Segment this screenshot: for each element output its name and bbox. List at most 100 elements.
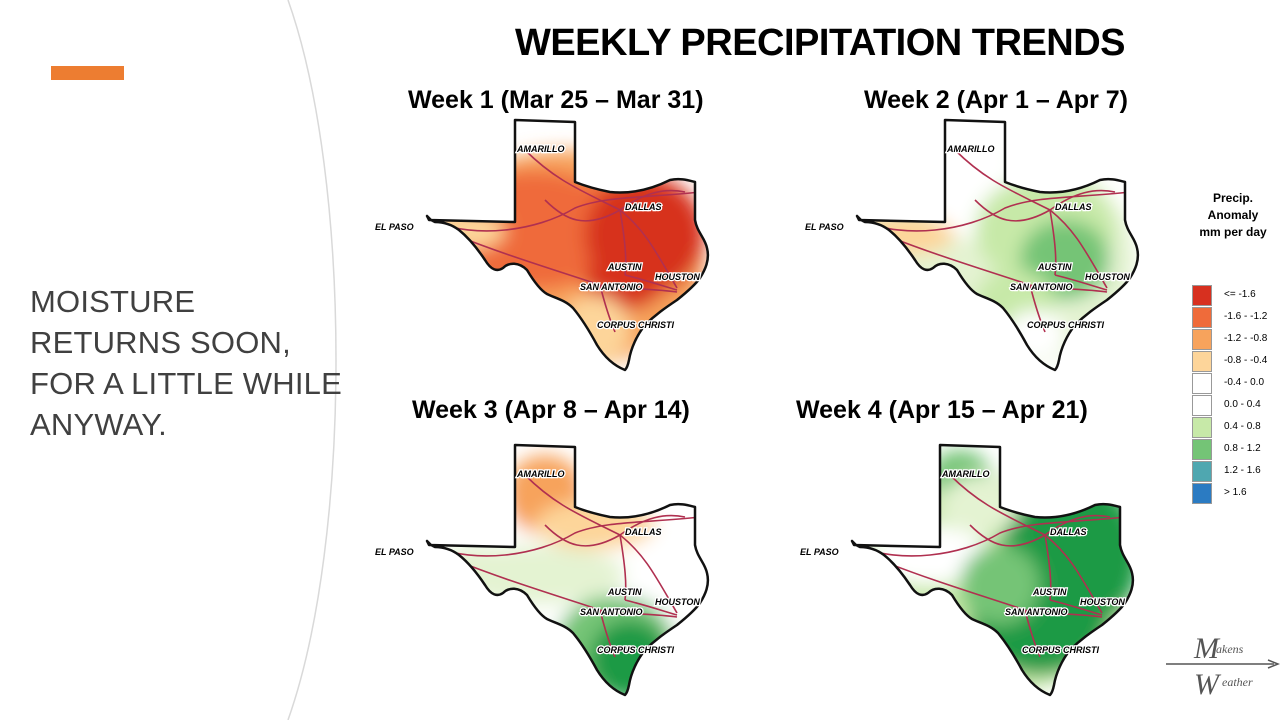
- slide-body-text: MOISTURE RETURNS SOON, FOR A LITTLE WHIL…: [30, 284, 342, 442]
- highway-line: [619, 534, 678, 614]
- city-label-amarillo: AMARILLO: [516, 144, 565, 154]
- city-label-houston: HOUSTON: [655, 597, 700, 607]
- legend-swatch: [1192, 373, 1212, 394]
- anomaly-field: [857, 120, 1138, 370]
- city-label-austin: AUSTIN: [607, 262, 642, 272]
- main-title: WEEKLY PRECIPITATION TRENDS: [514, 22, 1126, 64]
- legend-swatch: [1192, 461, 1212, 482]
- highway-line: [884, 234, 1108, 293]
- legend-title: Precip. Anomaly mm per day: [1188, 190, 1278, 241]
- highway-line: [599, 284, 616, 333]
- city-label-austin: AUSTIN: [1032, 587, 1067, 597]
- highway-line: [624, 274, 678, 291]
- highway-line: [619, 189, 686, 211]
- week-2-title: Week 2 (Apr 1 – Apr 7): [864, 86, 1128, 114]
- legend-swatch: [1192, 285, 1212, 306]
- highway-line: [1044, 534, 1052, 601]
- anomaly-region: [1005, 310, 1065, 360]
- legend-label: > 1.6: [1224, 487, 1247, 498]
- precip-legend: Precip. Anomaly mm per day <= -1.6 -1.6 -…: [1188, 190, 1278, 504]
- highway-line: [599, 609, 616, 658]
- city-label-el-paso: EL PASO: [375, 547, 414, 557]
- highway-line: [969, 524, 1046, 547]
- city-label-dallas: DALLAS: [1050, 527, 1087, 537]
- highway-line: [954, 149, 1051, 211]
- city-label-dallas: DALLAS: [1055, 202, 1092, 212]
- highway-line: [434, 191, 701, 232]
- week-1-title: Week 1 (Mar 25 – Mar 31): [408, 86, 704, 114]
- highway-line: [1054, 274, 1108, 291]
- logo-word-2: eather: [1222, 675, 1253, 689]
- week-4-map: AMARILLO EL PASO DALLAS AUSTIN HOUSTON SAN AN…: [799, 443, 1135, 697]
- texas-outline: [850, 443, 1135, 697]
- city-label-amarillo: AMARILLO: [946, 144, 995, 154]
- legend-swatch: [1192, 483, 1212, 504]
- legend-swatch: [1192, 351, 1212, 372]
- highway-line: [619, 209, 678, 289]
- highway-line: [544, 199, 621, 222]
- city-label-corpus-christi: CORPUS CHRISTI: [1022, 645, 1100, 655]
- highway-line: [949, 474, 1046, 536]
- anomaly-region: [940, 475, 1020, 535]
- city-label-amarillo: AMARILLO: [941, 469, 990, 479]
- legend-title-line: Anomaly: [1207, 208, 1259, 222]
- anomaly-region: [960, 545, 1040, 625]
- logo-letter-m: M: [1193, 632, 1221, 665]
- city-label-corpus-christi: CORPUS CHRISTI: [597, 320, 675, 330]
- city-label-houston: HOUSTON: [1080, 597, 1125, 607]
- city-label-corpus-christi: CORPUS CHRISTI: [1027, 320, 1105, 330]
- week-3-title: Week 3 (Apr 8 – Apr 14): [412, 396, 690, 424]
- week-3-map: AMARILLO EL PASO DALLAS AUSTIN HOUSTON SAN AN…: [374, 443, 710, 697]
- texas-outline: [855, 118, 1140, 372]
- highway-line: [1044, 534, 1103, 614]
- city-label-austin: AUSTIN: [607, 587, 642, 597]
- highway-line: [619, 209, 627, 276]
- legend-swatch: [1192, 439, 1212, 460]
- highway-line: [859, 516, 1126, 557]
- city-label-dallas: DALLAS: [625, 202, 662, 212]
- highway-line: [624, 599, 678, 616]
- highway-line: [619, 514, 686, 536]
- legend-label: 0.4 - 0.8: [1224, 421, 1261, 432]
- anomaly-region: [585, 250, 665, 310]
- highway-line: [1044, 514, 1111, 536]
- legend-title-line: Precip.: [1212, 191, 1254, 205]
- legend-title-line: mm per day: [1199, 225, 1267, 239]
- legend-label: -0.8 - -0.4: [1224, 355, 1268, 366]
- legend-label: -0.4 - 0.0: [1224, 377, 1265, 388]
- highway-line: [434, 516, 701, 557]
- highway-line: [454, 234, 678, 293]
- highway-line: [1049, 209, 1057, 276]
- texas-outline: [425, 118, 710, 372]
- highway-line: [1029, 284, 1046, 333]
- legend-swatch: [1192, 417, 1212, 438]
- city-label-san-antonio: SAN ANTONIO: [1010, 282, 1073, 292]
- texas-outline: [425, 443, 710, 697]
- city-label-corpus-christi: CORPUS CHRISTI: [597, 645, 675, 655]
- highway-line: [544, 524, 621, 547]
- week-1-map: AMARILLO EL PASO DALLAS AUSTIN HOUSTON SAN AN…: [374, 118, 710, 372]
- legend-swatch: [1192, 395, 1212, 416]
- city-label-san-antonio: SAN ANTONIO: [1005, 607, 1068, 617]
- makens-weather-logo: M akens W eather: [1166, 632, 1280, 701]
- city-label-el-paso: EL PASO: [800, 547, 839, 557]
- logo-word-1: akens: [1216, 642, 1244, 656]
- highway-line: [1049, 599, 1103, 616]
- highway-line: [524, 149, 621, 211]
- highway-line: [864, 191, 1131, 232]
- slide-curve-panel: [0, 0, 337, 720]
- highway-line: [524, 474, 621, 536]
- city-label-el-paso: EL PASO: [805, 222, 844, 232]
- legend-label: -1.6 - -1.2: [1224, 311, 1268, 322]
- highway-line: [454, 559, 678, 618]
- highway-line: [974, 199, 1051, 222]
- highway-line: [1049, 209, 1108, 289]
- city-label-dallas: DALLAS: [625, 527, 662, 537]
- legend-label: 0.0 - 0.4: [1224, 399, 1261, 410]
- legend-label: 1.2 - 1.6: [1224, 465, 1261, 476]
- legend-label: 0.8 - 1.2: [1224, 443, 1261, 454]
- week-4-title: Week 4 (Apr 15 – Apr 21): [796, 396, 1088, 424]
- legend-swatch: [1192, 307, 1212, 328]
- highway-line: [619, 534, 627, 601]
